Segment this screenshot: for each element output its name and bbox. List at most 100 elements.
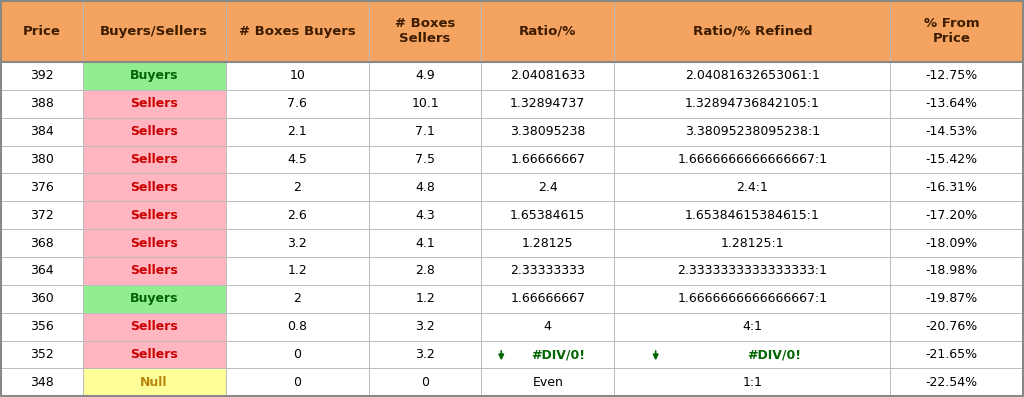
Text: Even: Even [532,376,563,389]
Text: Ratio/%: Ratio/% [519,25,577,38]
Text: 7.5: 7.5 [415,153,435,166]
FancyBboxPatch shape [614,173,890,201]
FancyBboxPatch shape [481,313,614,341]
FancyBboxPatch shape [369,118,481,146]
FancyBboxPatch shape [369,146,481,173]
FancyBboxPatch shape [481,368,614,396]
Text: Buyers: Buyers [130,292,178,305]
Text: 4.8: 4.8 [415,181,435,194]
Text: % From
Price: % From Price [924,17,980,45]
FancyBboxPatch shape [481,285,614,313]
Text: 0.8: 0.8 [288,320,307,333]
Text: 364: 364 [30,264,53,278]
Text: 1.66666667: 1.66666667 [510,292,586,305]
FancyBboxPatch shape [890,341,1013,368]
Text: -19.87%: -19.87% [926,292,978,305]
Text: 352: 352 [30,348,53,361]
FancyBboxPatch shape [83,173,225,201]
Text: Null: Null [140,376,168,389]
FancyBboxPatch shape [225,257,369,285]
FancyBboxPatch shape [614,341,890,368]
FancyBboxPatch shape [83,257,225,285]
Text: 3.38095238: 3.38095238 [510,125,586,138]
Text: 376: 376 [30,181,53,194]
Text: 2.1: 2.1 [288,125,307,138]
FancyBboxPatch shape [369,229,481,257]
Text: 1.32894736842105:1: 1.32894736842105:1 [685,97,820,110]
FancyBboxPatch shape [1,146,83,173]
Text: Sellers: Sellers [130,181,178,194]
Text: 0: 0 [293,376,301,389]
FancyBboxPatch shape [890,90,1013,118]
FancyBboxPatch shape [1,1,1023,62]
Text: Sellers: Sellers [130,237,178,250]
FancyBboxPatch shape [83,118,225,146]
FancyBboxPatch shape [225,368,369,396]
Text: 2.8: 2.8 [415,264,435,278]
FancyBboxPatch shape [1,341,83,368]
Text: 2.3333333333333333:1: 2.3333333333333333:1 [677,264,827,278]
Text: -16.31%: -16.31% [926,181,978,194]
Text: 4:1: 4:1 [742,320,762,333]
Text: 1.6666666666666667:1: 1.6666666666666667:1 [677,153,827,166]
FancyBboxPatch shape [890,229,1013,257]
Text: Price: Price [23,25,60,38]
Text: 4.1: 4.1 [415,237,435,250]
Text: 388: 388 [30,97,53,110]
Text: -17.20%: -17.20% [926,209,978,222]
FancyBboxPatch shape [83,90,225,118]
Text: 1:1: 1:1 [742,376,762,389]
Text: 356: 356 [30,320,53,333]
FancyBboxPatch shape [481,90,614,118]
FancyBboxPatch shape [481,62,614,90]
Text: 2.04081632653061:1: 2.04081632653061:1 [685,69,820,83]
Text: 7.6: 7.6 [288,97,307,110]
Text: 2: 2 [293,292,301,305]
FancyBboxPatch shape [225,341,369,368]
FancyBboxPatch shape [614,368,890,396]
FancyBboxPatch shape [1,201,83,229]
FancyBboxPatch shape [83,62,225,90]
Text: Sellers: Sellers [130,97,178,110]
Text: 10.1: 10.1 [412,97,439,110]
FancyBboxPatch shape [1,173,83,201]
Text: #DIV/0!: #DIV/0! [748,348,802,361]
FancyBboxPatch shape [1,90,83,118]
FancyBboxPatch shape [481,257,614,285]
FancyBboxPatch shape [225,62,369,90]
FancyBboxPatch shape [614,118,890,146]
Text: 2: 2 [293,181,301,194]
Text: 2.4: 2.4 [538,181,558,194]
FancyBboxPatch shape [83,229,225,257]
Text: 3.2: 3.2 [415,348,435,361]
FancyBboxPatch shape [614,90,890,118]
Text: 4.3: 4.3 [415,209,435,222]
Text: -13.64%: -13.64% [926,97,978,110]
Text: 368: 368 [30,237,53,250]
Text: # Boxes Buyers: # Boxes Buyers [239,25,355,38]
Text: -21.65%: -21.65% [926,348,978,361]
FancyBboxPatch shape [890,173,1013,201]
FancyBboxPatch shape [890,118,1013,146]
FancyBboxPatch shape [890,257,1013,285]
FancyBboxPatch shape [225,146,369,173]
FancyBboxPatch shape [369,341,481,368]
FancyBboxPatch shape [225,285,369,313]
FancyBboxPatch shape [369,285,481,313]
FancyBboxPatch shape [369,173,481,201]
FancyBboxPatch shape [481,118,614,146]
Text: 2.04081633: 2.04081633 [510,69,586,83]
FancyBboxPatch shape [1,368,83,396]
FancyBboxPatch shape [225,118,369,146]
FancyBboxPatch shape [614,313,890,341]
FancyBboxPatch shape [1,62,83,90]
FancyBboxPatch shape [890,62,1013,90]
FancyBboxPatch shape [369,368,481,396]
FancyBboxPatch shape [481,229,614,257]
Text: -22.54%: -22.54% [926,376,978,389]
FancyBboxPatch shape [1,229,83,257]
Text: 3.38095238095238:1: 3.38095238095238:1 [685,125,820,138]
FancyBboxPatch shape [481,146,614,173]
Text: #DIV/0!: #DIV/0! [531,348,586,361]
FancyBboxPatch shape [1,313,83,341]
